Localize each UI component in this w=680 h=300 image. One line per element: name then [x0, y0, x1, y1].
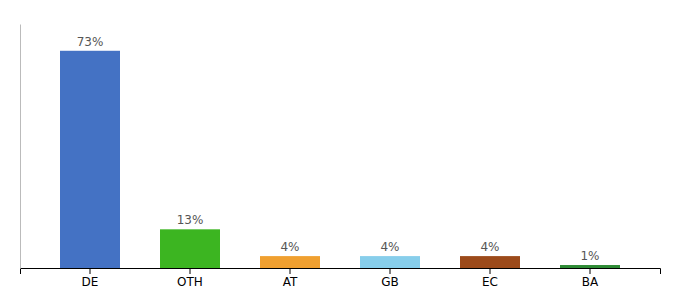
y-axis-line [20, 25, 21, 269]
x-tick-mark [190, 268, 191, 274]
x-axis: DE OTH AT GB EC BA [21, 268, 661, 289]
x-tick-label: OTH [177, 275, 203, 289]
data-label: 73% [77, 35, 104, 49]
x-tick-mark [390, 268, 391, 274]
bar [460, 256, 520, 268]
x-tick: AT [283, 268, 298, 289]
data-labels: 73% 13% 4% 4% 4% 1% [77, 35, 600, 263]
chart-svg: 73% 13% 4% 4% 4% 1% DE OTH AT GB EC BA [0, 0, 680, 300]
chart-container: 73% 13% 4% 4% 4% 1% DE OTH AT GB EC BA [0, 0, 680, 300]
bar [160, 229, 220, 268]
x-tick-mark [90, 268, 91, 274]
x-tick: BA [582, 268, 599, 289]
x-tick-label: BA [582, 275, 599, 289]
data-label: 1% [580, 249, 599, 263]
bar [360, 256, 420, 268]
x-tick-mark [290, 268, 291, 274]
data-label: 13% [177, 213, 204, 227]
x-tick: DE [82, 268, 99, 289]
x-tick-label: DE [82, 275, 99, 289]
data-label: 4% [380, 240, 399, 254]
x-tick: GB [381, 268, 399, 289]
bar [560, 265, 620, 268]
data-label: 4% [480, 240, 499, 254]
bar [60, 51, 120, 268]
x-tick-label: AT [283, 275, 298, 289]
x-tick: EC [482, 268, 498, 289]
x-tick-mark [590, 268, 591, 274]
x-axis-line [21, 269, 661, 275]
bar [260, 256, 320, 268]
x-tick-label: GB [381, 275, 399, 289]
data-label: 4% [280, 240, 299, 254]
x-tick: OTH [177, 268, 203, 289]
x-tick-label: EC [482, 275, 498, 289]
y-axis [20, 25, 21, 269]
plot-area [60, 51, 620, 268]
x-tick-mark [490, 268, 491, 274]
